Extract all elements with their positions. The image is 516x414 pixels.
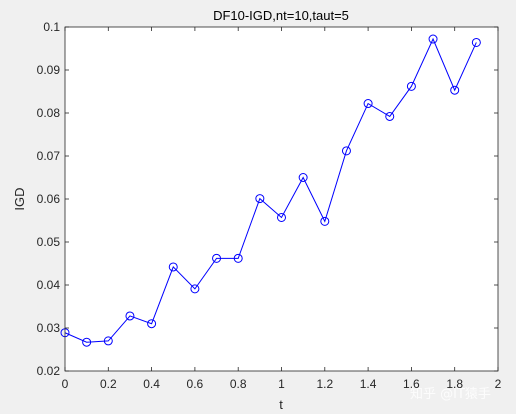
data-point-marker [406, 81, 416, 91]
data-point-marker [471, 37, 481, 47]
y-axis-label: IGD [12, 187, 27, 210]
plot-frame [64, 26, 499, 372]
data-point-marker [233, 253, 243, 263]
x-tick-label: 0.8 [230, 377, 247, 391]
data-point-marker [190, 284, 200, 294]
data-point-marker [385, 111, 395, 121]
x-tick-label: 0.2 [100, 377, 117, 391]
x-tick-label: 1.4 [360, 377, 377, 391]
y-tick-label: 0.04 [37, 278, 61, 292]
data-point-marker [363, 99, 373, 109]
data-point-marker [428, 34, 438, 44]
data-point-marker [341, 146, 351, 156]
data-point-marker [147, 319, 157, 329]
y-tick-label: 0.02 [37, 364, 61, 378]
x-tick-label: 0.6 [187, 377, 204, 391]
x-tick-label: 2 [495, 377, 502, 391]
y-tick-label: 0.1 [43, 20, 60, 34]
x-tick-label: 1.8 [446, 377, 463, 391]
x-tick-label: 0.4 [143, 377, 160, 391]
x-tick-label: 1 [278, 377, 285, 391]
y-tick-label: 0.09 [37, 63, 61, 77]
axes: 0 0.2 0.4 0.6 0.8 1 1.2 1.4 1.6 1.8 2 0.02 0.03 0.04 0… [37, 20, 502, 391]
data-point-marker [212, 253, 222, 263]
data-point-marker [320, 216, 330, 226]
x-tick-label: 1.2 [316, 377, 333, 391]
data-point-marker [255, 194, 265, 204]
x-tick-label: 1.6 [403, 377, 420, 391]
y-tick-label: 0.03 [37, 321, 61, 335]
x-tick-label: 0 [62, 377, 69, 391]
data-point-marker [103, 336, 113, 346]
watermark-text: 知乎 @IT猿手 [410, 386, 491, 402]
chart-title: DF10-IGD,nt=10,taut=5 [213, 8, 349, 23]
y-tick-label: 0.05 [37, 235, 61, 249]
y-tick-label: 0.06 [37, 192, 61, 206]
data-point-marker [298, 173, 308, 182]
y-tick-label: 0.08 [37, 106, 61, 120]
data-point-marker [168, 262, 178, 272]
data-point-marker [450, 85, 460, 95]
y-tick-label: 0.07 [37, 149, 61, 163]
data-point-marker [125, 311, 135, 321]
plot-area [65, 27, 498, 371]
x-axis-label: t [279, 397, 283, 412]
data-point-marker [277, 212, 286, 222]
data-point-marker [82, 337, 92, 347]
